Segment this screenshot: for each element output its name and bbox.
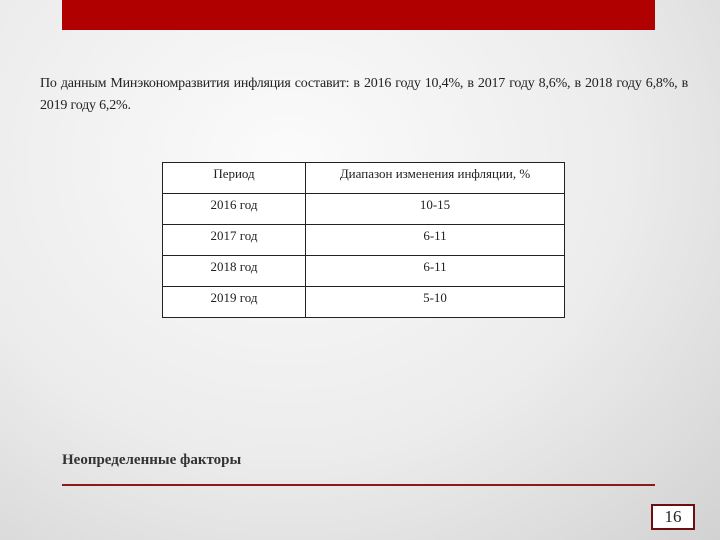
inflation-table: Период Диапазон изменения инфляции, % 20… [162, 162, 565, 318]
table-row: 2018 год 6-11 [162, 255, 565, 287]
header-range: Диапазон изменения инфляции, % [305, 162, 565, 194]
cell-range: 5-10 [305, 286, 565, 318]
table-row: 2016 год 10-15 [162, 193, 565, 225]
footer-divider [62, 484, 655, 486]
cell-range: 6-11 [305, 255, 565, 287]
cell-range: 6-11 [305, 224, 565, 256]
cell-range: 10-15 [305, 193, 565, 225]
cell-period: 2018 год [162, 255, 306, 287]
page-number: 16 [651, 504, 695, 530]
table-row: 2017 год 6-11 [162, 224, 565, 256]
cell-period: 2016 год [162, 193, 306, 225]
table-header-row: Период Диапазон изменения инфляции, % [162, 162, 565, 194]
cell-period: 2017 год [162, 224, 306, 256]
intro-paragraph: По данным Минэкономразвития инфляция сос… [40, 76, 688, 113]
cell-period: 2019 год [162, 286, 306, 318]
header-period: Период [162, 162, 306, 194]
table-row: 2019 год 5-10 [162, 286, 565, 318]
top-accent-bar [62, 0, 655, 30]
footer-title: Неопределенные факторы [62, 452, 242, 468]
